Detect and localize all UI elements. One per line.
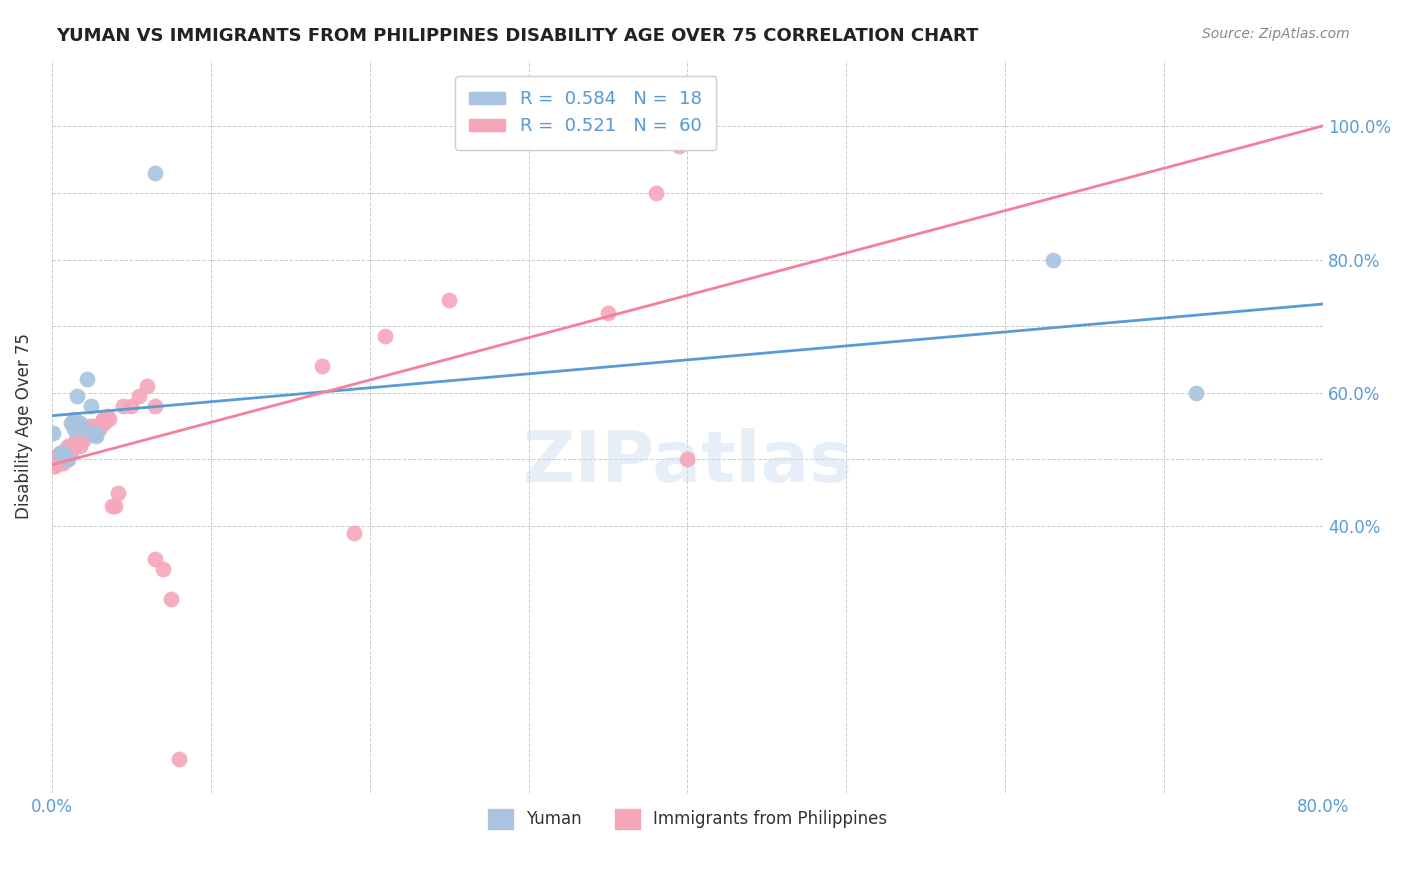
Point xyxy=(89,422,111,436)
Point xyxy=(91,412,114,426)
Point xyxy=(668,139,690,153)
Point xyxy=(42,425,65,440)
Text: YUMAN VS IMMIGRANTS FROM PHILIPPINES DISABILITY AGE OVER 75 CORRELATION CHART: YUMAN VS IMMIGRANTS FROM PHILIPPINES DIS… xyxy=(56,27,979,45)
Point xyxy=(66,416,89,430)
Point xyxy=(1185,385,1208,400)
Point xyxy=(82,425,104,440)
Point xyxy=(120,399,142,413)
Point xyxy=(63,412,86,426)
Point xyxy=(644,186,666,200)
Point xyxy=(51,452,73,467)
Point xyxy=(69,439,91,453)
Point xyxy=(93,416,115,430)
Point xyxy=(80,422,103,436)
Point xyxy=(72,422,94,436)
Point xyxy=(676,452,699,467)
Point xyxy=(63,439,86,453)
Point xyxy=(143,552,166,566)
Point xyxy=(79,419,101,434)
Text: Source: ZipAtlas.com: Source: ZipAtlas.com xyxy=(1202,27,1350,41)
Y-axis label: Disability Age Over 75: Disability Age Over 75 xyxy=(15,333,32,519)
Point xyxy=(84,425,107,440)
Point xyxy=(48,446,70,460)
Point xyxy=(96,409,118,424)
Point xyxy=(42,459,65,474)
Point xyxy=(84,429,107,443)
Point xyxy=(55,442,77,457)
Point xyxy=(104,499,127,513)
Point xyxy=(53,449,76,463)
Text: ZIPatlas: ZIPatlas xyxy=(523,428,852,497)
Point xyxy=(56,439,79,453)
Point xyxy=(374,329,396,343)
Point xyxy=(69,416,91,430)
Point xyxy=(84,425,107,440)
Point xyxy=(143,166,166,180)
Point xyxy=(58,446,80,460)
Point xyxy=(82,419,104,434)
Point xyxy=(75,425,97,440)
Point xyxy=(44,459,66,474)
Point xyxy=(101,499,124,513)
Point xyxy=(63,422,86,436)
Point xyxy=(66,433,89,447)
Point xyxy=(107,485,129,500)
Point xyxy=(97,412,120,426)
Point xyxy=(437,293,460,307)
Point xyxy=(112,399,135,413)
Point xyxy=(46,449,69,463)
Point xyxy=(52,449,75,463)
Point xyxy=(76,372,98,386)
Point xyxy=(90,416,112,430)
Point xyxy=(80,399,103,413)
Point xyxy=(45,449,67,463)
Point xyxy=(128,389,150,403)
Point xyxy=(48,456,70,470)
Legend: Yuman, Immigrants from Philippines: Yuman, Immigrants from Philippines xyxy=(481,802,894,836)
Point xyxy=(87,422,110,436)
Point xyxy=(51,446,73,460)
Point xyxy=(1042,252,1064,267)
Point xyxy=(152,562,174,576)
Point xyxy=(160,592,183,607)
Point xyxy=(72,433,94,447)
Point xyxy=(167,752,190,766)
Point xyxy=(136,379,159,393)
Point xyxy=(65,433,87,447)
Point xyxy=(69,429,91,443)
Point xyxy=(77,422,100,436)
Point xyxy=(48,446,70,460)
Point xyxy=(311,359,333,373)
Point xyxy=(59,446,82,460)
Point xyxy=(343,525,366,540)
Point xyxy=(143,399,166,413)
Point xyxy=(52,446,75,460)
Point xyxy=(59,416,82,430)
Point xyxy=(53,446,76,460)
Point xyxy=(53,452,76,467)
Point xyxy=(56,452,79,467)
Point xyxy=(66,389,89,403)
Point xyxy=(62,439,84,453)
Point xyxy=(52,456,75,470)
Point xyxy=(56,452,79,467)
Point xyxy=(596,306,619,320)
Point xyxy=(76,425,98,440)
